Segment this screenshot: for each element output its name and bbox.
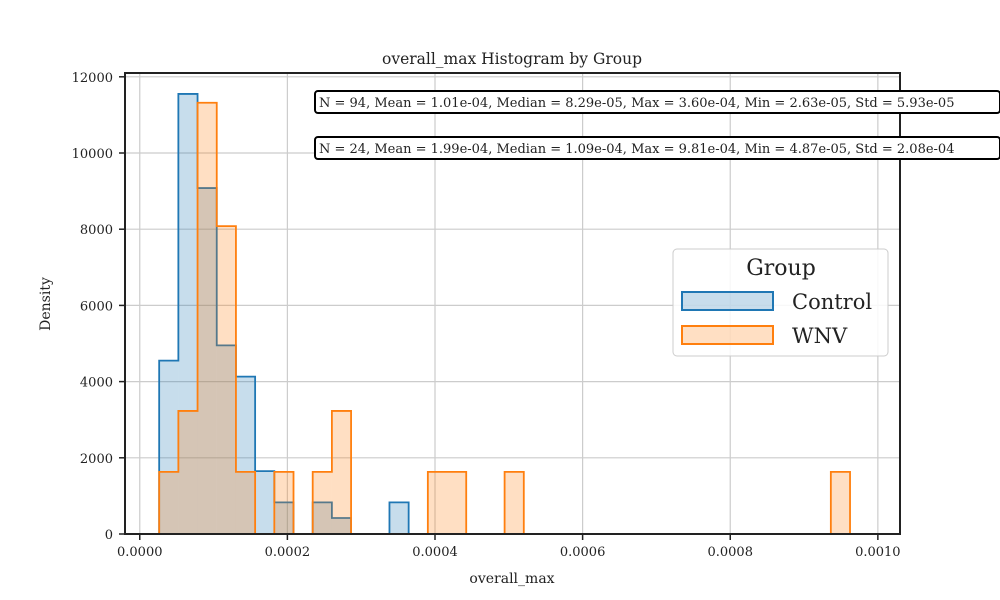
y-tick-label: 8000	[80, 223, 113, 238]
histogram-bar	[255, 471, 275, 534]
histogram-bar	[235, 376, 256, 534]
histogram-bar	[216, 345, 236, 534]
histogram-bar	[274, 502, 294, 534]
histogram-bar	[389, 502, 409, 534]
x-tick-label: 0.0010	[855, 545, 901, 560]
stats-annotation-wnv: N = 24, Mean = 1.99e-04, Median = 1.09e-…	[314, 136, 1000, 160]
x-tick-label: 0.0002	[265, 545, 311, 560]
legend-label-wnv: WNV	[792, 324, 848, 348]
series-wnv-outline	[158, 101, 851, 534]
x-tick-label: 0.0006	[560, 545, 606, 560]
series-wnv-bars	[158, 101, 851, 535]
histogram-bar	[447, 471, 467, 534]
legend-box	[672, 248, 889, 357]
stats-annotation-control: N = 94, Mean = 1.01e-04, Median = 8.29e-…	[314, 90, 1000, 114]
y-tick-label: 6000	[80, 299, 113, 314]
x-tick-label: 0.0000	[117, 545, 163, 560]
series-control-bars	[158, 93, 410, 535]
histogram-bar	[331, 517, 352, 534]
plot-frame	[124, 72, 901, 535]
histogram-bar	[159, 360, 179, 534]
histogram-bar	[312, 502, 332, 534]
y-tick-label: 4000	[80, 376, 113, 391]
histogram-bar	[235, 471, 256, 534]
histogram-bar	[197, 102, 217, 535]
histogram-bar	[178, 410, 198, 534]
stats-text-control: N = 94, Mean = 1.01e-04, Median = 8.29e-…	[319, 96, 954, 111]
histogram-bar	[178, 93, 198, 535]
histogram-bars	[158, 93, 851, 535]
y-tick-label: 2000	[80, 452, 113, 467]
y-axis-ticks: 0 2000 4000 6000 8000 10000 12000	[72, 71, 125, 543]
histogram-bar	[830, 471, 851, 534]
y-tick-label: 12000	[72, 71, 113, 86]
y-tick-label: 10000	[72, 147, 113, 162]
histogram-bar	[274, 471, 294, 534]
legend-swatch-wnv	[681, 325, 774, 345]
histogram-bar	[312, 471, 332, 534]
legend-title: Group	[746, 256, 816, 281]
stats-text-wnv: N = 24, Mean = 1.99e-04, Median = 1.09e-…	[319, 142, 954, 157]
histogram-bar	[216, 226, 236, 534]
legend: Group Control WNV	[672, 248, 889, 357]
histogram-bar	[331, 410, 352, 534]
histogram-bar	[504, 471, 524, 534]
histogram-bar	[159, 471, 179, 534]
histogram-bar	[427, 471, 448, 534]
x-axis-label: overall_max	[469, 571, 554, 587]
y-tick-label: 0	[105, 528, 113, 543]
chart-title: overall_max Histogram by Group	[382, 50, 642, 68]
histogram-bar	[197, 188, 217, 534]
legend-label-control: Control	[792, 290, 872, 314]
x-axis-ticks: 0.0000 0.0002 0.0004 0.0006 0.0008 0.0010	[117, 534, 901, 560]
legend-swatch-control	[681, 291, 774, 311]
x-tick-label: 0.0008	[707, 545, 753, 560]
y-axis-label: Density	[38, 277, 54, 331]
x-tick-label: 0.0004	[412, 545, 458, 560]
